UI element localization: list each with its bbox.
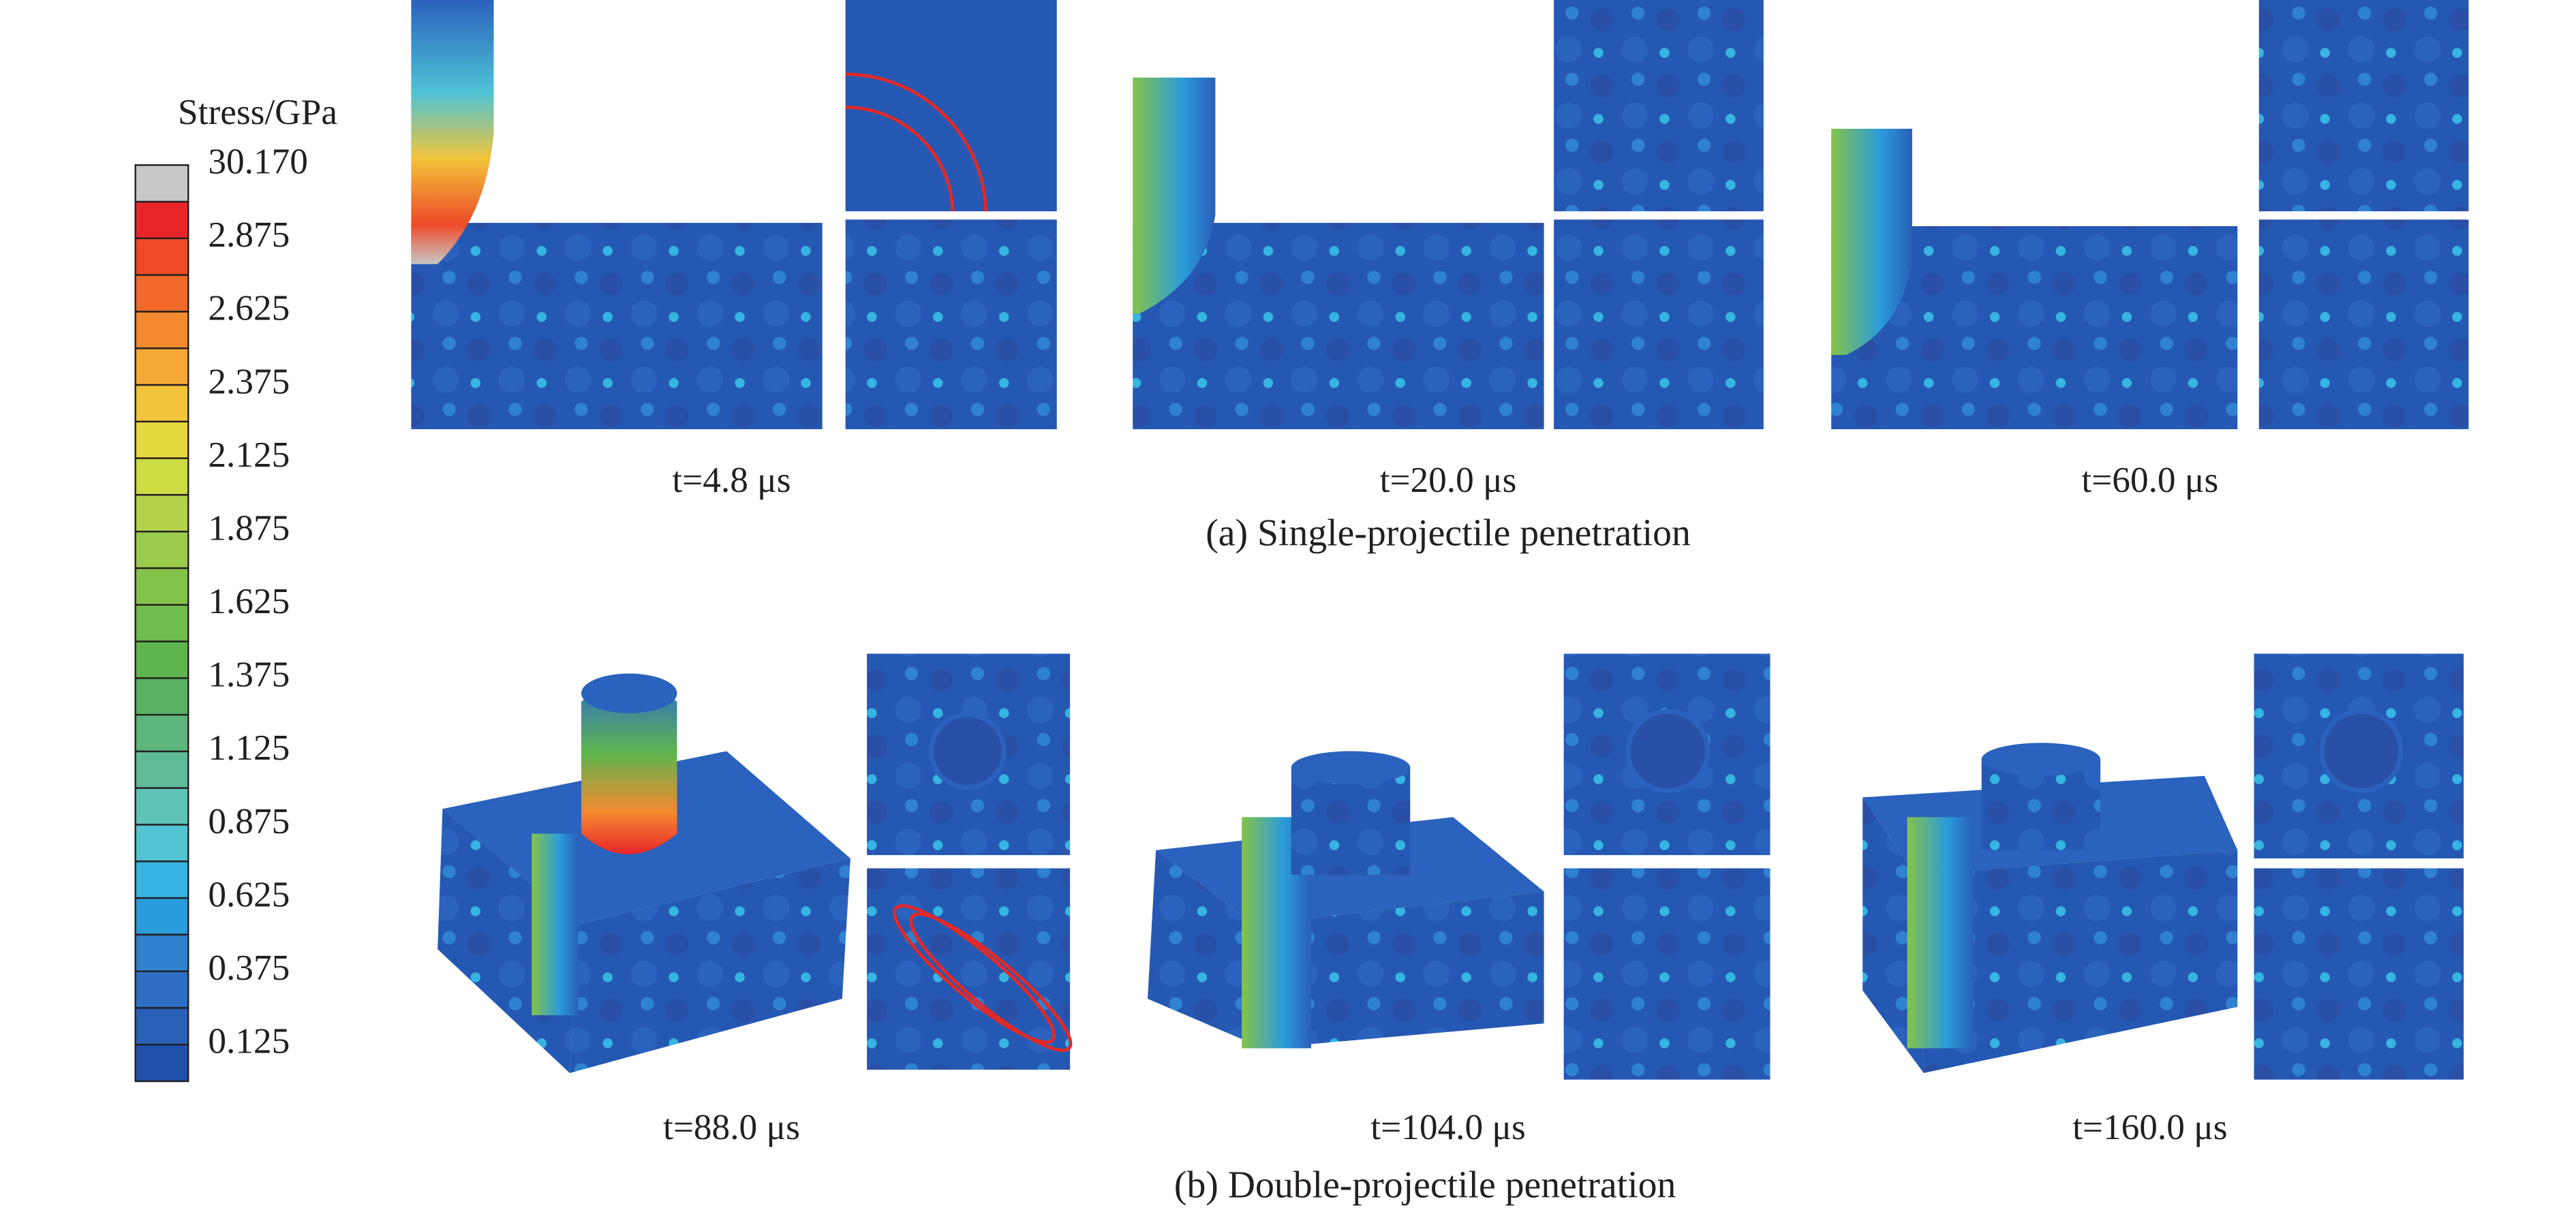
colorbar-swatch (134, 274, 189, 313)
panel-a2 (1133, 0, 1764, 429)
target (1133, 223, 1544, 429)
colorbar-title: Stress/GPa (178, 92, 337, 132)
projectile (1907, 817, 1974, 1048)
colorbar-label: 1.375 (208, 655, 290, 695)
hole (928, 712, 1007, 790)
inset (1563, 868, 1770, 1080)
colorbar-label: 1.625 (208, 581, 290, 621)
time-label: t=20.0 μs (1380, 460, 1517, 500)
panel-b1 (438, 653, 1073, 1073)
colorbar-swatch (134, 640, 189, 679)
colorbar-swatch (134, 531, 189, 570)
colorbar-label: 1.875 (208, 508, 290, 548)
colorbar-swatch (134, 604, 189, 642)
inset (845, 219, 1057, 429)
colorbar-swatch (134, 200, 189, 240)
colorbar-swatch (134, 897, 189, 936)
inset (867, 868, 1071, 1070)
inset (2258, 219, 2469, 429)
projectile (411, 0, 494, 264)
inset (1554, 0, 1764, 212)
time-label: t=60.0 μs (2081, 460, 2218, 500)
panel-b3 (1862, 653, 2464, 1080)
colorbar-swatch (134, 1044, 189, 1083)
projectile (1133, 77, 1216, 314)
caption: (a) Single-projectile penetration (1206, 512, 1691, 554)
colorbar-label: 2.875 (208, 215, 290, 255)
hole (2319, 709, 2404, 794)
colorbar-label: 2.375 (208, 361, 290, 401)
annotation (909, 912, 1073, 1053)
colorbar-label: 0.625 (208, 874, 290, 914)
colorbar-swatch (134, 824, 189, 863)
target-front (569, 858, 850, 1073)
projectile-top (1291, 751, 1411, 784)
time-label: t=88.0 μs (663, 1107, 800, 1147)
colorbar: 30.170 2.875 2.625 2.375 2.125 1.875 1.625 1.37… (134, 142, 308, 1083)
colorbar-swatch (134, 933, 189, 972)
inset (2258, 0, 2469, 212)
panel-a3 (1831, 0, 2469, 429)
colorbar-swatch (134, 347, 189, 386)
target-side (1148, 850, 1263, 1048)
colorbar-swatch (134, 420, 189, 459)
caption: (b) Double-projectile penetration (1174, 1164, 1676, 1206)
inset (1554, 219, 1764, 429)
projectile (532, 833, 579, 1016)
colorbar-label: 30.170 (208, 142, 308, 182)
colorbar-swatch (134, 970, 189, 1009)
projectile (1291, 767, 1411, 875)
colorbar-label: 0.875 (208, 801, 290, 841)
colorbar-swatch (134, 494, 189, 533)
colorbar-swatch (134, 567, 189, 606)
projectile (1831, 128, 1912, 355)
annotation (893, 904, 1056, 1044)
colorbar-label: 0.125 (208, 1021, 290, 1061)
target-front (1255, 891, 1544, 1048)
panel-a1 (411, 0, 1057, 429)
time-label: t=4.8 μs (672, 460, 791, 500)
inset (845, 0, 1057, 212)
colorbar-swatch (134, 1007, 189, 1046)
colorbar-swatch (134, 750, 189, 789)
colorbar-swatch (134, 164, 189, 203)
annotation (845, 106, 955, 212)
colorbar-swatch (134, 860, 189, 899)
time-label: t=160.0 μs (2072, 1107, 2227, 1147)
colorbar-label: 2.625 (208, 288, 290, 328)
colorbar-label: 1.125 (208, 728, 290, 768)
colorbar-swatch (134, 311, 189, 349)
target-front (1915, 850, 2238, 1073)
time-label: t=104.0 μs (1370, 1107, 1525, 1147)
colorbar-swatch (134, 713, 189, 753)
projectile-top (581, 673, 677, 713)
colorbar-label: 2.125 (208, 435, 290, 475)
colorbar-swatch (134, 457, 189, 496)
panel-b2 (1148, 653, 1770, 1080)
target (411, 223, 823, 429)
hole (1625, 709, 1711, 794)
colorbar-swatch (134, 677, 189, 716)
colorbar-swatch (134, 787, 189, 826)
colorbar-label: 0.375 (208, 948, 290, 988)
projectile (581, 685, 677, 854)
colorbar-swatch (134, 384, 189, 423)
annotation (845, 72, 988, 212)
projectile-top (1981, 743, 2101, 776)
colorbar-swatch (134, 237, 189, 276)
inset (2254, 868, 2464, 1080)
